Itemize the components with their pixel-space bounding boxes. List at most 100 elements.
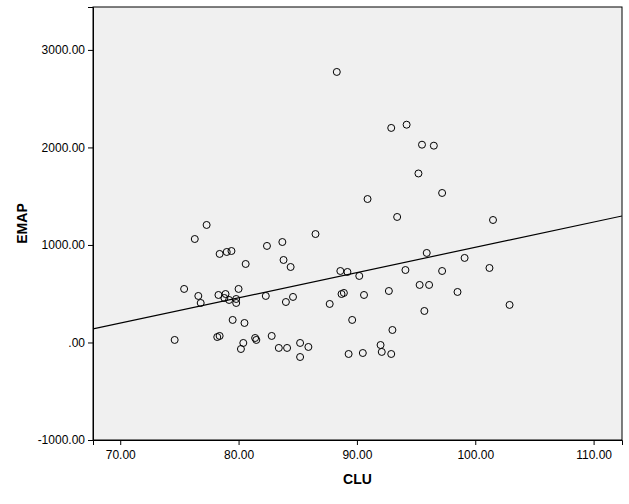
point bbox=[486, 264, 493, 271]
x-axis-title: CLU bbox=[343, 471, 372, 487]
point bbox=[402, 267, 409, 274]
y-tick: 2000.00 bbox=[42, 141, 93, 155]
point bbox=[171, 336, 178, 343]
point bbox=[195, 292, 202, 299]
point bbox=[280, 256, 287, 263]
point bbox=[340, 289, 347, 296]
y-tick: .00 bbox=[68, 336, 93, 350]
point bbox=[403, 121, 410, 128]
point bbox=[421, 307, 428, 314]
point bbox=[253, 336, 260, 343]
point bbox=[377, 342, 384, 349]
point bbox=[312, 231, 319, 238]
y-tick: -1000.00 bbox=[38, 433, 93, 447]
y-tick-label: -1000.00 bbox=[38, 433, 86, 447]
x-tick-label: 100.00 bbox=[457, 448, 494, 462]
point bbox=[394, 213, 401, 220]
point bbox=[349, 316, 356, 323]
point bbox=[454, 288, 461, 295]
point bbox=[389, 326, 396, 333]
y-tick-label: 2000.00 bbox=[42, 141, 86, 155]
y-tick-label: 3000.00 bbox=[42, 43, 86, 57]
x-tick: 70.00 bbox=[106, 440, 136, 462]
point bbox=[418, 141, 425, 148]
x-tick-label: 70.00 bbox=[106, 448, 136, 462]
point bbox=[439, 267, 446, 274]
point bbox=[326, 300, 333, 307]
point bbox=[416, 281, 423, 288]
x-tick-mark bbox=[120, 440, 121, 445]
point bbox=[333, 68, 340, 75]
point bbox=[223, 248, 230, 255]
x-tick-mark bbox=[357, 440, 358, 445]
point bbox=[235, 285, 242, 292]
x-tick: 80.00 bbox=[224, 440, 254, 462]
point bbox=[430, 142, 437, 149]
point bbox=[279, 239, 286, 246]
point bbox=[262, 292, 269, 299]
point bbox=[241, 319, 248, 326]
point bbox=[268, 332, 275, 339]
plot-frame bbox=[93, 7, 622, 440]
point bbox=[490, 216, 497, 223]
y-tick-mark bbox=[88, 147, 93, 148]
point bbox=[356, 272, 363, 279]
point bbox=[290, 293, 297, 300]
point bbox=[181, 285, 188, 292]
point bbox=[337, 267, 344, 274]
point bbox=[229, 316, 236, 323]
point bbox=[297, 354, 304, 361]
point bbox=[297, 339, 304, 346]
point bbox=[197, 299, 204, 306]
y-tick-mark bbox=[88, 50, 93, 51]
point bbox=[233, 295, 240, 302]
point bbox=[203, 221, 210, 228]
x-tick-mark bbox=[594, 440, 595, 445]
point bbox=[216, 332, 223, 339]
y-axis-title: EMAP bbox=[14, 203, 30, 243]
x-axis-line bbox=[94, 441, 623, 446]
point bbox=[364, 196, 371, 203]
y-tick-label: 1000.00 bbox=[42, 238, 86, 252]
y-tick-mark bbox=[88, 342, 93, 343]
point bbox=[359, 350, 366, 357]
point bbox=[275, 344, 282, 351]
data-layer bbox=[93, 68, 622, 360]
y-tick: 1000.00 bbox=[42, 238, 93, 252]
point bbox=[506, 301, 513, 308]
point bbox=[305, 343, 312, 350]
y-axis-line bbox=[88, 8, 94, 441]
point bbox=[226, 296, 233, 303]
x-tick: 110.00 bbox=[576, 440, 612, 462]
point bbox=[423, 249, 430, 256]
point bbox=[388, 350, 395, 357]
point bbox=[461, 254, 468, 261]
point bbox=[426, 281, 433, 288]
point bbox=[228, 248, 235, 255]
x-tick-mark bbox=[239, 440, 240, 445]
chart: 70.00 80.00 90.00 100.00 110.00 -1000.00 .00 10… bbox=[0, 0, 629, 504]
point bbox=[263, 242, 270, 249]
x-tick-mark bbox=[475, 440, 476, 445]
y-tick-label: .00 bbox=[68, 336, 85, 350]
x-tick-label: 110.00 bbox=[576, 448, 612, 462]
point bbox=[385, 287, 392, 294]
point bbox=[415, 170, 422, 177]
y-tick: 3000.00 bbox=[42, 43, 93, 57]
point bbox=[388, 124, 395, 131]
point bbox=[344, 268, 351, 275]
point bbox=[378, 348, 385, 355]
point bbox=[242, 260, 249, 267]
x-tick: 90.00 bbox=[342, 440, 372, 462]
x-tick-label: 80.00 bbox=[224, 448, 254, 462]
point bbox=[345, 350, 352, 357]
x-tick-label: 90.00 bbox=[342, 448, 372, 462]
point bbox=[284, 344, 291, 351]
point bbox=[439, 189, 446, 196]
y-tick-mark bbox=[88, 245, 93, 246]
x-tick: 100.00 bbox=[457, 440, 494, 462]
y-tick-mark bbox=[88, 440, 93, 441]
point bbox=[191, 236, 198, 243]
x-axis: 70.00 80.00 90.00 100.00 110.00 bbox=[94, 440, 623, 462]
y-axis: -1000.00 .00 1000.00 2000.00 3000.00 bbox=[38, 8, 94, 448]
